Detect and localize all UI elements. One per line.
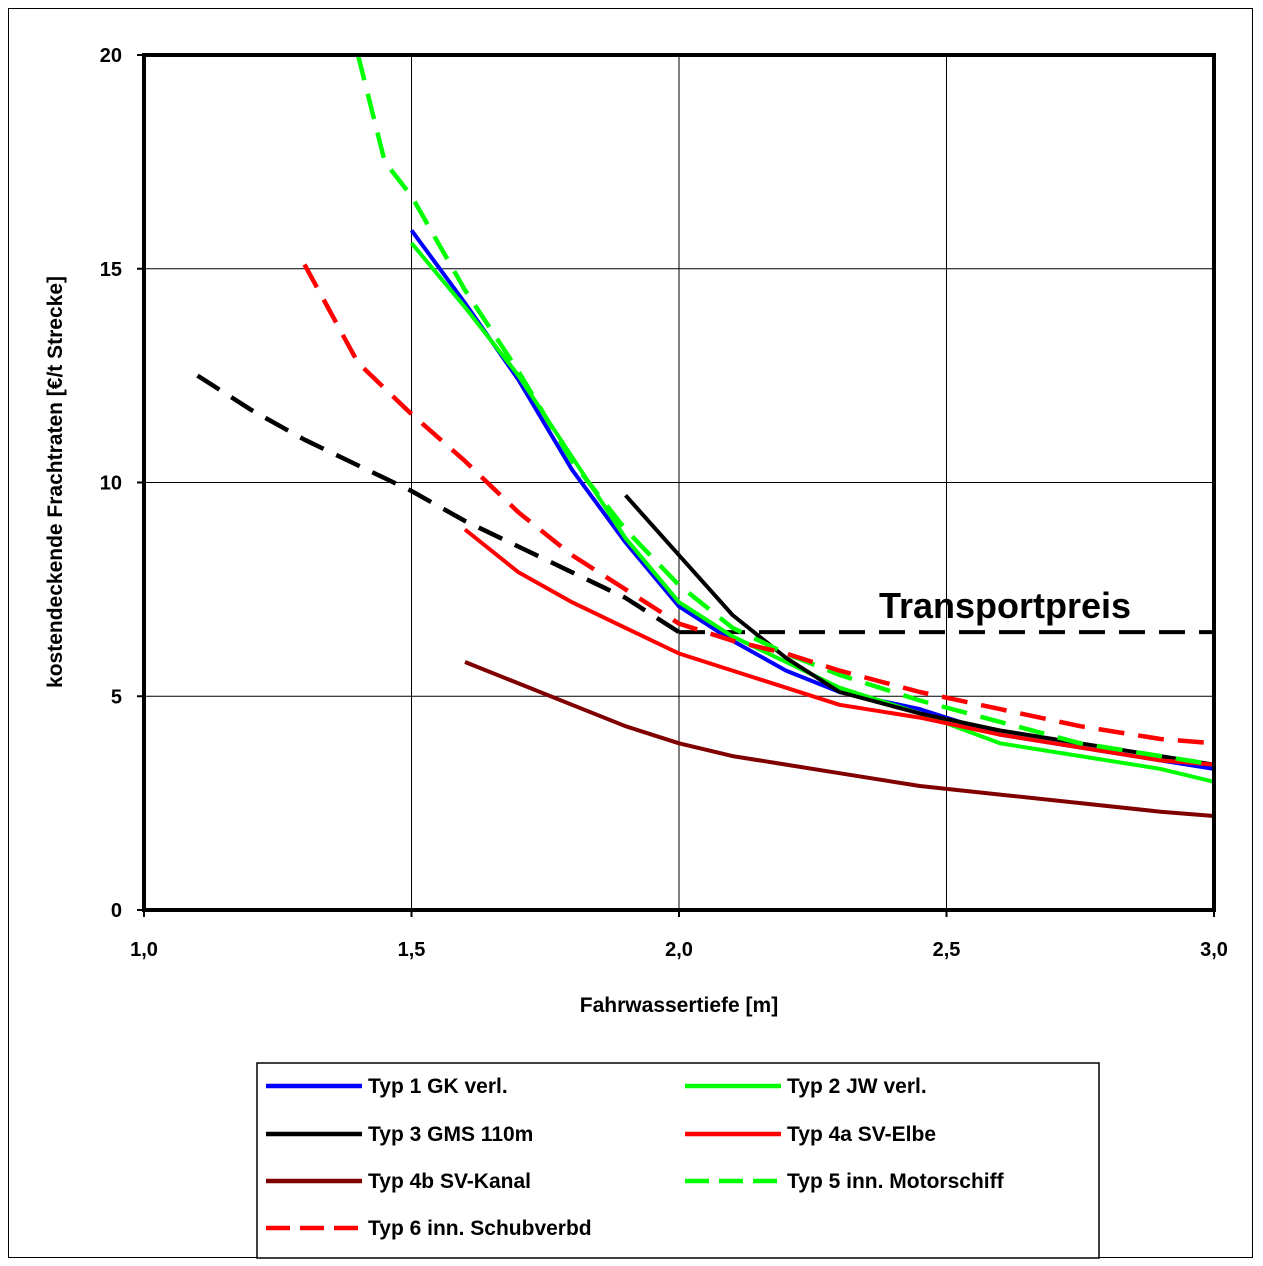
x-tick-label: 1,5: [398, 939, 426, 961]
tick-labels: 1,0 1,5 2,0 2,5 3,0 0 5 10 15 20: [100, 45, 1228, 961]
legend-label: Typ 4a SV-Elbe: [787, 1123, 936, 1146]
series-line-4: [463, 527, 1215, 767]
x-tick-label: 1,0: [130, 939, 158, 961]
x-tick-label: 2,5: [933, 939, 961, 961]
x-tick-label: 2,0: [665, 939, 693, 961]
series-line-6: [355, 54, 1215, 767]
legend-box: [256, 1062, 1100, 1259]
series-line-7: [302, 263, 1215, 746]
y-tick-label: 10: [100, 473, 122, 495]
legend-label: Typ 5 inn. Motorschiff: [787, 1170, 1005, 1193]
legend-label: Typ 2 JW verl.: [787, 1075, 927, 1098]
y-tick-label: 0: [111, 900, 122, 922]
x-axis-title: Fahrwassertiefe [m]: [580, 994, 778, 1017]
transportpreis-label: Transportpreis: [879, 585, 1131, 626]
series-line-2: [409, 241, 1215, 784]
y-tick-label: 15: [100, 259, 122, 281]
series-line-8: [196, 373, 681, 634]
gridlines: [144, 55, 1214, 910]
y-tick-label: 5: [111, 686, 122, 708]
legend-label: Typ 3 GMS 110m: [368, 1123, 533, 1146]
series-line-5: [464, 660, 1215, 818]
legend-label: Typ 6 inn. Schubverbd: [368, 1217, 592, 1240]
y-tick-label: 20: [100, 45, 122, 67]
legend: Typ 1 GK verl. Typ 2 JW verl. Typ 3 GMS 11…: [256, 1062, 1100, 1259]
legend-label: Typ 1 GK verl.: [368, 1075, 508, 1098]
legend-label: Typ 4b SV-Kanal: [368, 1170, 531, 1193]
series-layer: [196, 54, 1215, 818]
y-axis-title: kostendeckende Frachtraten [€/t Strecke]: [44, 276, 67, 688]
x-tick-label: 3,0: [1200, 939, 1228, 961]
